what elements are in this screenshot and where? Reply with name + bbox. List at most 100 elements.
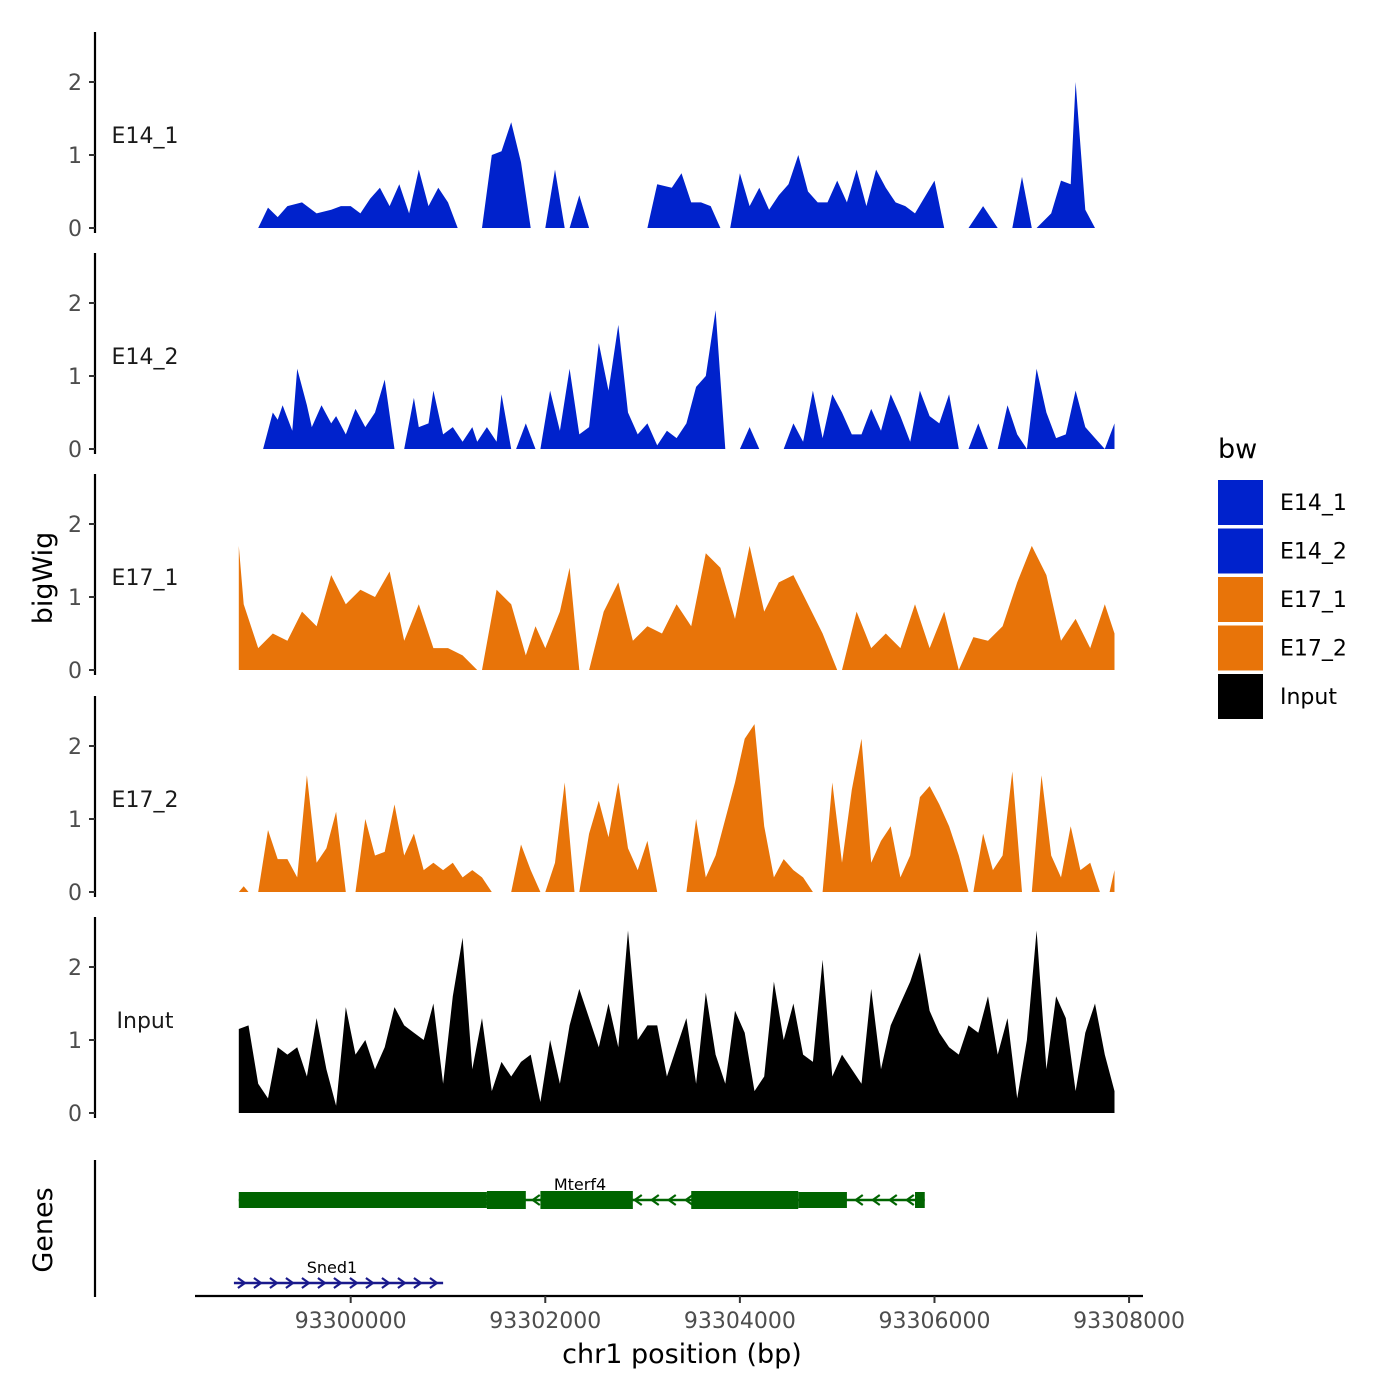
strand-arrow xyxy=(413,1277,423,1289)
signal-area xyxy=(238,886,249,892)
y-tick-label: 0 xyxy=(68,438,82,463)
gene-exon xyxy=(691,1191,799,1209)
y-tick-label: 2 xyxy=(68,513,82,538)
y-tick-label: 2 xyxy=(68,292,82,317)
legend: bw E14_1 E14_2 E17_1 E17_2 Input xyxy=(1218,434,1347,719)
x-tick-label: 93302000 xyxy=(489,1309,601,1334)
strand-arrow xyxy=(237,1277,247,1289)
tracks-layer: 0 1 2 E14_1 0 1 2 E14_2 0 1 2 E17_1 0 1 2 E17_2 0 1 2 Input xyxy=(68,32,1115,1127)
y-tick-label: 1 xyxy=(68,365,82,390)
signal-area xyxy=(1031,775,1100,892)
legend-swatch xyxy=(1218,577,1263,622)
x-tick-label: 93304000 xyxy=(684,1309,796,1334)
y-tick-label: 1 xyxy=(68,1029,82,1054)
gene-name-label: Mterf4 xyxy=(554,1175,606,1194)
x-axis: 93300000 93302000 93304000 93306000 93308000 xyxy=(195,1294,1185,1334)
track-label: E17_1 xyxy=(112,566,179,591)
signal-area xyxy=(783,390,959,449)
legend-swatch xyxy=(1218,674,1263,719)
signal-area xyxy=(1036,82,1095,228)
y-tick-label: 0 xyxy=(68,881,82,906)
signal-area xyxy=(1109,870,1115,892)
signal-area xyxy=(258,169,458,228)
legend-swatch xyxy=(1218,528,1263,574)
strand-arrow xyxy=(904,1194,915,1206)
track-label: E14_1 xyxy=(112,124,179,149)
signal-area xyxy=(739,427,760,449)
legend-label: E14_2 xyxy=(1280,540,1347,565)
signal-area xyxy=(355,804,492,892)
strand-arrow xyxy=(683,1194,694,1206)
strand-arrow xyxy=(365,1277,375,1289)
y-tick-label: 0 xyxy=(68,1102,82,1127)
signal-area xyxy=(238,545,478,670)
strand-arrow xyxy=(649,1194,660,1206)
signal-area xyxy=(973,771,1022,892)
y-tick-label: 0 xyxy=(68,217,82,242)
signal-area xyxy=(238,930,1115,1113)
strand-arrow xyxy=(887,1194,898,1206)
signal-area xyxy=(968,423,988,449)
signal-area xyxy=(516,423,536,449)
signal-area xyxy=(482,122,531,228)
strand-arrow xyxy=(269,1277,279,1289)
legend-label: E14_1 xyxy=(1280,491,1347,516)
gene-exon xyxy=(540,1191,633,1209)
track-label: E14_2 xyxy=(112,345,179,370)
y-tick-label: 2 xyxy=(68,735,82,760)
signal-area xyxy=(686,724,813,892)
strand-arrow xyxy=(381,1277,391,1289)
signal-area xyxy=(540,310,726,449)
y-axis-title: bigWig xyxy=(28,532,59,625)
signal-area xyxy=(822,738,969,892)
genes-panel-title: Genes xyxy=(28,1187,59,1272)
gene-name-label: Sned1 xyxy=(307,1258,357,1277)
y-tick-label: 0 xyxy=(68,659,82,684)
signal-area xyxy=(482,567,580,670)
strand-arrow xyxy=(397,1277,407,1289)
track-E17_1: 0 1 2 E17_1 xyxy=(68,474,1115,684)
signal-area xyxy=(404,390,512,449)
strand-arrow xyxy=(253,1277,263,1289)
y-tick-label: 1 xyxy=(68,586,82,611)
signal-area xyxy=(647,173,721,228)
strand-arrow xyxy=(853,1194,864,1206)
signal-area xyxy=(569,195,590,228)
y-tick-label: 2 xyxy=(68,71,82,96)
legend-label: Input xyxy=(1280,685,1337,710)
signal-area xyxy=(997,405,1027,449)
gene-exon xyxy=(238,1192,487,1208)
x-tick-label: 93300000 xyxy=(295,1309,407,1334)
signal-area xyxy=(1026,368,1115,449)
strand-arrow xyxy=(349,1277,359,1289)
y-tick-label: 1 xyxy=(68,144,82,169)
gene-exon xyxy=(798,1192,847,1208)
signal-area xyxy=(545,782,575,892)
strand-arrow xyxy=(285,1277,295,1289)
y-tick-label: 1 xyxy=(68,808,82,833)
legend-swatch xyxy=(1218,625,1263,671)
y-tick-label: 2 xyxy=(68,956,82,981)
strand-arrow xyxy=(870,1194,881,1206)
x-tick-label: 93306000 xyxy=(878,1309,990,1334)
track-Input: 0 1 2 Input xyxy=(68,917,1115,1127)
signal-area xyxy=(263,368,395,449)
strand-arrow xyxy=(301,1277,311,1289)
track-E14_2: 0 1 2 E14_2 xyxy=(68,253,1115,463)
signal-area xyxy=(842,545,1115,670)
strand-arrow xyxy=(632,1194,643,1206)
signal-area xyxy=(579,782,658,892)
signal-area xyxy=(545,169,565,228)
x-axis-title: chr1 position (bp) xyxy=(562,1339,802,1370)
gene-Sned1: Sned1 xyxy=(233,1258,444,1289)
gene-exon xyxy=(915,1192,925,1208)
legend-label: E17_1 xyxy=(1280,588,1347,613)
strand-arrow xyxy=(530,1194,541,1206)
strand-arrow xyxy=(333,1277,343,1289)
legend-swatch xyxy=(1218,480,1263,525)
track-E14_1: 0 1 2 E14_1 xyxy=(68,32,1095,242)
x-tick-label: 93308000 xyxy=(1073,1309,1185,1334)
signal-area xyxy=(968,206,998,228)
track-label: Input xyxy=(117,1009,174,1034)
signal-area xyxy=(258,775,346,892)
